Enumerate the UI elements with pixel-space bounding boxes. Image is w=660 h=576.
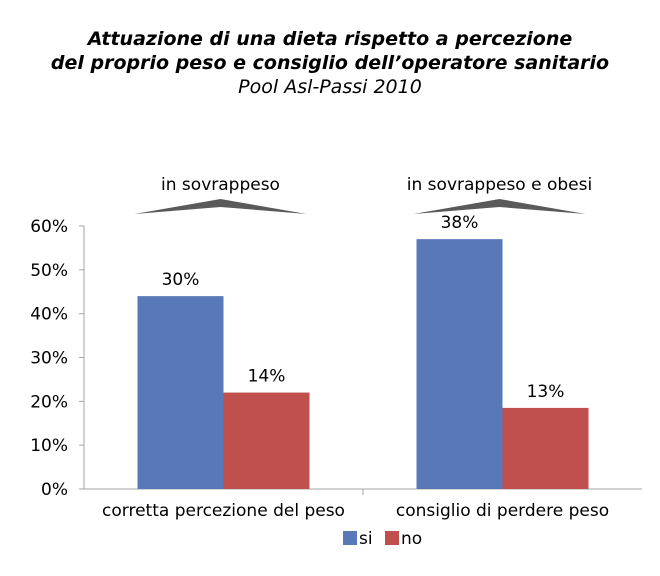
y-tick-label: 60% (30, 217, 68, 237)
bar-si (416, 239, 503, 489)
group-bracket (134, 199, 307, 214)
legend-label-si: si (359, 529, 373, 549)
y-tick-label: 30% (30, 349, 68, 369)
y-tick-label: 40% (30, 305, 68, 325)
bar-no (502, 407, 589, 489)
y-tick-label: 20% (30, 392, 68, 412)
chart-title-line-2: del proprio peso e consiglio dell’operat… (50, 52, 610, 74)
chart-title: Attuazione di una dieta rispetto a perce… (87, 28, 573, 50)
group-label: in sovrappeso (161, 175, 280, 195)
y-tick-label: 0% (41, 480, 68, 500)
bar-si (137, 296, 224, 489)
data-label-no: 13% (527, 382, 565, 402)
data-label-si: 30% (162, 270, 200, 290)
y-tick-label: 10% (30, 436, 68, 456)
y-tick-label: 50% (30, 261, 68, 281)
data-label-no: 14% (248, 367, 286, 387)
data-label-si: 38% (441, 213, 479, 233)
legend-swatch-no (385, 531, 399, 545)
chart-subtitle: Pool Asl-Passi 2010 (238, 76, 422, 98)
legend-swatch-si (343, 531, 357, 545)
category-label: corretta percezione del peso (102, 501, 345, 521)
group-label: in sovrappeso e obesi (407, 175, 592, 195)
bar-no (223, 392, 310, 489)
category-label: consiglio di perdere peso (396, 501, 609, 521)
legend-label-no: no (401, 529, 422, 549)
group-bracket (413, 199, 586, 214)
